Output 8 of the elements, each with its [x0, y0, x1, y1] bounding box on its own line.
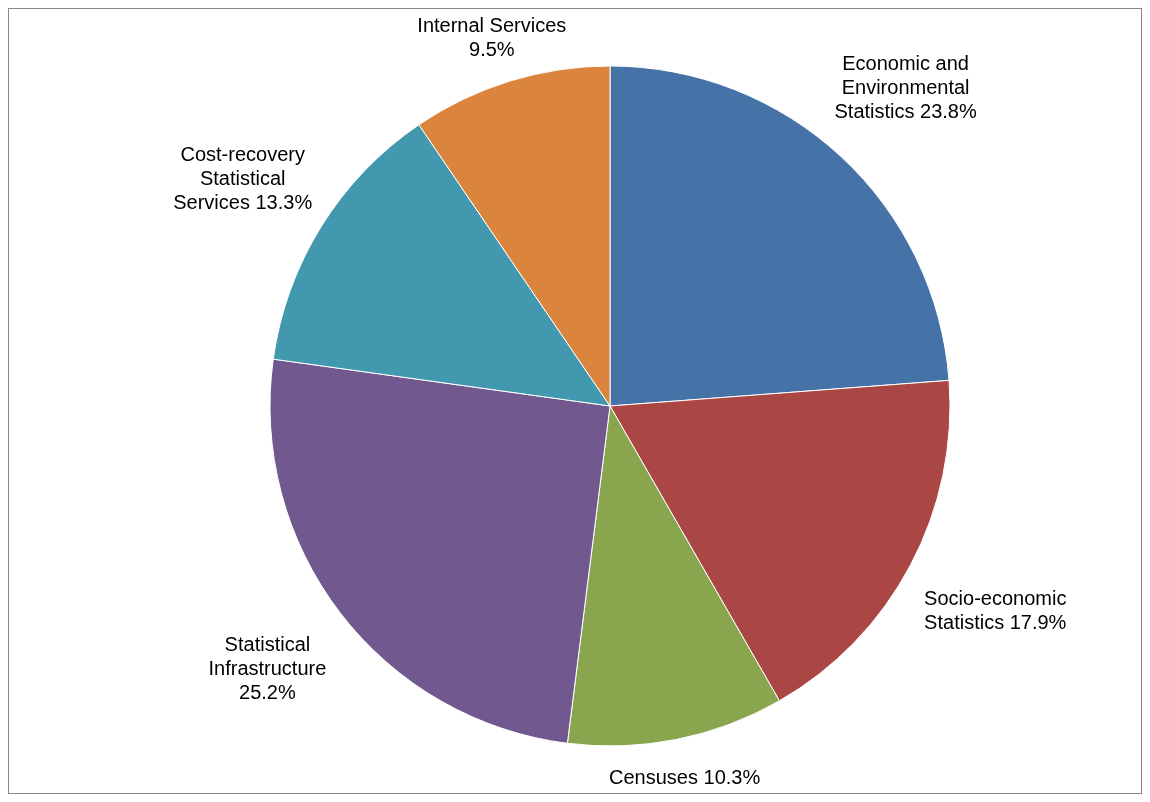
slice-label: Economic and Environmental Statistics 23.8% [834, 52, 977, 123]
data-label: 9.5% [469, 38, 515, 60]
slice-label: Statistical Infrastructure [208, 633, 327, 680]
slice-label: Censuses 10.3% [609, 766, 761, 788]
data-label: 25.2% [239, 681, 296, 704]
slice-label: Internal Services [417, 14, 567, 36]
slice-label: Cost-recovery Statistical Services 13.3% [173, 142, 313, 213]
slice-label: Socio-economic Statistics 17.9% [924, 586, 1067, 633]
